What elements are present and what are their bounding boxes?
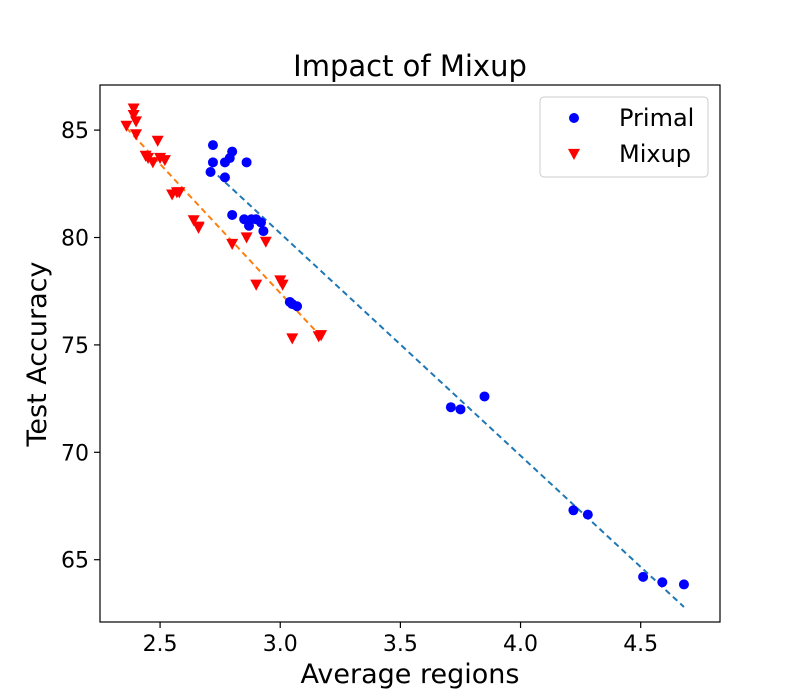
mixup-point	[226, 238, 239, 250]
primal-point	[205, 166, 216, 177]
y-axis-label: Test Accuracy	[22, 261, 53, 447]
mixup-point	[315, 330, 328, 342]
mixup-point	[187, 215, 200, 227]
x-axis-label: Average regions	[301, 659, 520, 690]
y-tick-label: 80	[61, 227, 89, 252]
data-points	[120, 103, 689, 590]
primal-point	[227, 209, 238, 220]
y-tick-label: 75	[61, 334, 89, 359]
y-tick-label: 85	[61, 119, 89, 144]
axes: 2.5 3.0 3.5 4.0 4.5 65 70 75 80 85	[61, 84, 721, 657]
primal-point	[479, 391, 490, 402]
primal-point	[219, 172, 230, 183]
primal-point	[292, 301, 303, 312]
primal-point	[241, 157, 252, 168]
y-tick-label: 70	[61, 441, 89, 466]
x-tick-label: 4.0	[503, 632, 538, 657]
x-tick-label: 4.5	[623, 632, 658, 657]
x-tick-label: 2.5	[143, 632, 178, 657]
primal-point	[582, 509, 593, 520]
primal-point	[207, 157, 218, 168]
mixup-point	[127, 103, 140, 115]
primal-point	[227, 146, 238, 157]
primal-point	[445, 402, 456, 413]
x-tick-label: 3.5	[383, 632, 418, 657]
series-mixup	[120, 103, 328, 345]
chart-title: Impact of Mixup	[293, 49, 527, 83]
legend-item-mixup: Mixup	[568, 140, 691, 168]
mixup-point	[240, 232, 253, 244]
legend-item-primal: Primal	[569, 104, 694, 132]
primal-point	[678, 579, 689, 590]
mixup-point	[250, 279, 263, 291]
mixup-point	[130, 129, 143, 141]
mixup-point	[120, 120, 133, 132]
x-tick-label: 3.0	[263, 632, 298, 657]
mixup-point	[276, 279, 289, 291]
mixup-point	[259, 236, 272, 248]
mixup-point	[286, 333, 299, 345]
primal-point	[455, 404, 466, 415]
mixup-point	[158, 155, 171, 167]
primal-point	[256, 217, 267, 228]
legend: Primal Mixup	[539, 96, 709, 178]
legend-label: Primal	[619, 104, 694, 132]
mixup-point	[192, 222, 205, 234]
trend-line-primal	[209, 168, 685, 608]
mixup-point	[130, 116, 143, 128]
primal-point	[207, 140, 218, 151]
legend-label: Mixup	[619, 140, 691, 168]
mixup-point	[173, 187, 186, 199]
primal-point	[638, 571, 649, 582]
primal-point	[657, 577, 668, 588]
mixup-point	[151, 135, 164, 147]
y-tick-label: 65	[61, 549, 89, 574]
legend-marker-primal	[569, 113, 579, 123]
mixup-point	[146, 157, 159, 169]
axes-frame	[99, 84, 721, 623]
legend-marker-mixup	[568, 148, 580, 160]
mixup-point	[127, 109, 140, 122]
primal-point	[258, 226, 269, 237]
primal-point	[568, 505, 579, 516]
series-primal	[205, 140, 689, 590]
legend-box	[539, 96, 709, 178]
